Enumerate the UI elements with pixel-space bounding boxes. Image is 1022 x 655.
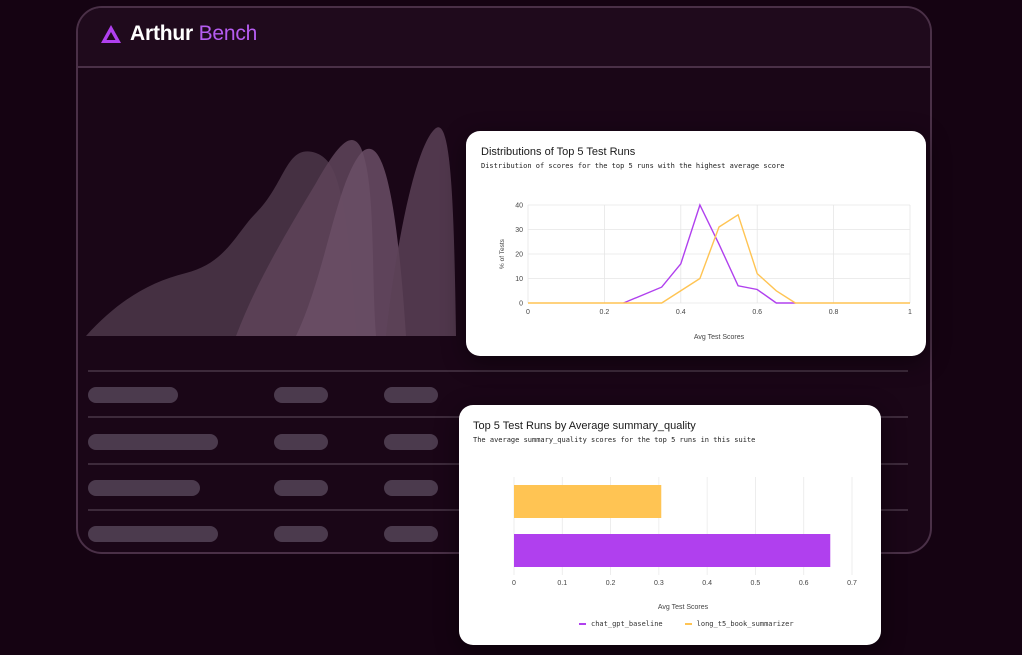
bar-chart-legend: chat_gpt_baseline long_t5_book_summarize…	[579, 620, 794, 628]
x-tick-label: 0.2	[600, 309, 610, 316]
table-divider	[88, 370, 908, 372]
x-tick-label: 0.7	[847, 580, 857, 587]
distribution-chart-title: Distributions of Top 5 Test Runs	[481, 146, 636, 158]
background-wave-illustration	[86, 127, 456, 336]
x-tick-label: 0.4	[702, 580, 712, 587]
legend-label: chat_gpt_baseline	[591, 620, 663, 628]
app-name: Arthur Bench	[130, 22, 257, 46]
arthur-triangle-logo-icon	[101, 25, 121, 43]
y-tick-label: 40	[515, 203, 523, 210]
placeholder-bar	[88, 526, 218, 542]
x-tick-label: 0.6	[799, 580, 809, 587]
bar	[514, 534, 831, 567]
distribution-chart-subtitle: Distribution of scores for the top 5 run…	[481, 162, 785, 170]
placeholder-bar	[384, 387, 438, 403]
placeholder-bar	[384, 526, 438, 542]
x-tick-label: 0.6	[752, 309, 762, 316]
app-name-arthur: Arthur	[130, 22, 193, 45]
y-axis-label: % of Tests	[499, 238, 506, 269]
average-score-bar-chart: 0 0.1 0.2 0.3 0.4 0.5 0.6 0.7 Avg Test Scores	[512, 477, 857, 611]
placeholder-bar	[88, 434, 218, 450]
x-tick-label: 0	[512, 580, 516, 587]
x-tick-label: 1	[908, 309, 912, 316]
bar	[514, 485, 662, 518]
x-axis-label: Avg Test Scores	[658, 604, 709, 611]
x-tick-label: 0	[526, 309, 530, 316]
average-score-bar-chart-card: Top 5 Test Runs by Average summary_quali…	[459, 405, 881, 645]
series-line	[528, 213, 910, 304]
x-tick-label: 0.4	[676, 309, 686, 316]
y-tick-label: 20	[515, 252, 523, 259]
x-tick-label: 0.2	[606, 580, 616, 587]
bar-chart-title: Top 5 Test Runs by Average summary_quali…	[473, 420, 696, 432]
legend-label: long_t5_book_summarizer	[696, 620, 794, 628]
legend-item: long_t5_book_summarizer	[684, 620, 794, 628]
placeholder-bar	[274, 480, 328, 496]
series-line	[623, 203, 796, 304]
placeholder-bar	[88, 387, 178, 403]
legend-item: chat_gpt_baseline	[579, 620, 663, 628]
x-tick-label: 0.8	[829, 309, 839, 316]
distribution-chart-card: Distributions of Top 5 Test Runs Distrib…	[466, 131, 926, 356]
placeholder-bar	[384, 480, 438, 496]
x-tick-label: 0.3	[654, 580, 664, 587]
app-name-bench: Bench	[198, 22, 258, 45]
x-tick-label: 0.1	[557, 580, 567, 587]
placeholder-bar	[274, 526, 328, 542]
legend-swatch	[684, 623, 692, 625]
placeholder-bar	[384, 434, 438, 450]
bar-chart-subtitle: The average summary_quality scores for t…	[473, 436, 756, 444]
y-tick-label: 30	[515, 227, 523, 234]
placeholder-bar	[88, 480, 200, 496]
placeholder-bar	[274, 434, 328, 450]
y-tick-label: 0	[519, 301, 523, 308]
x-tick-label: 0.5	[751, 580, 761, 587]
placeholder-bar	[274, 387, 328, 403]
app-header: Arthur Bench	[78, 8, 930, 68]
x-axis-label: Avg Test Scores	[694, 334, 745, 341]
y-tick-label: 10	[515, 276, 523, 283]
app-logo[interactable]: Arthur Bench	[100, 22, 257, 46]
legend-swatch	[579, 623, 586, 625]
